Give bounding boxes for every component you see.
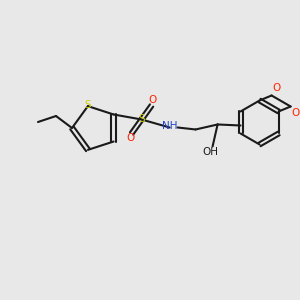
Text: OH: OH [202, 148, 219, 158]
Text: S: S [138, 115, 145, 124]
Text: S: S [85, 100, 91, 110]
Text: O: O [272, 83, 281, 94]
Text: NH: NH [162, 122, 177, 131]
Text: O: O [127, 134, 135, 143]
Text: O: O [148, 95, 157, 106]
Text: O: O [292, 109, 300, 118]
